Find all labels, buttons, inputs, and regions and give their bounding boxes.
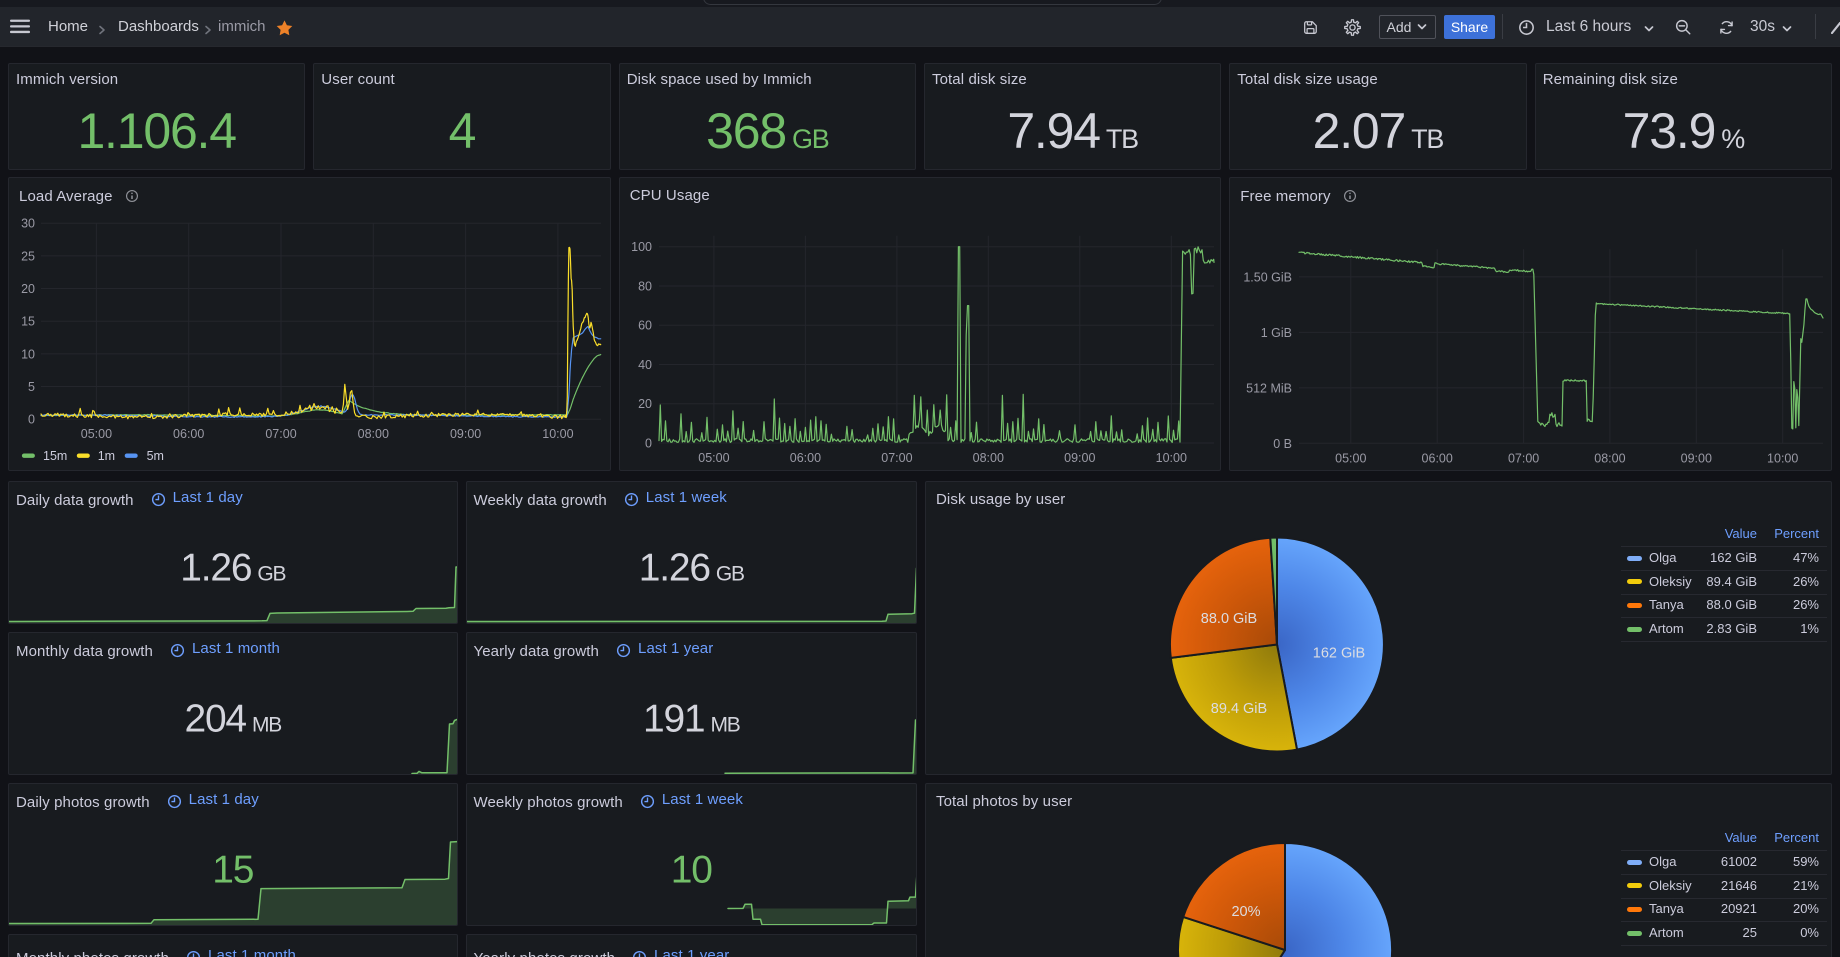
svg-text:0 B: 0 B	[1274, 437, 1293, 451]
svg-text:07:00: 07:00	[265, 427, 296, 441]
svg-text:10:00: 10:00	[1155, 451, 1186, 465]
svg-text:162 GiB: 162 GiB	[1313, 646, 1365, 662]
svg-text:88.0 GiB: 88.0 GiB	[1201, 611, 1257, 627]
svg-text:20: 20	[21, 282, 35, 296]
svg-text:30: 30	[21, 217, 35, 231]
svg-text:05:00: 05:00	[698, 451, 729, 465]
svg-text:5m: 5m	[147, 449, 164, 463]
svg-text:06:00: 06:00	[789, 451, 820, 465]
svg-text:5: 5	[28, 380, 35, 394]
svg-text:08:00: 08:00	[972, 451, 1003, 465]
svg-text:60: 60	[638, 319, 652, 333]
svg-text:80: 80	[638, 280, 652, 294]
svg-text:10:00: 10:00	[542, 427, 573, 441]
svg-text:09:00: 09:00	[1064, 451, 1095, 465]
svg-text:89.4 GiB: 89.4 GiB	[1211, 701, 1267, 717]
svg-text:25: 25	[21, 249, 35, 263]
svg-text:06:00: 06:00	[173, 427, 204, 441]
svg-text:100: 100	[631, 240, 652, 254]
svg-text:07:00: 07:00	[881, 451, 912, 465]
svg-text:512 MiB: 512 MiB	[1246, 381, 1292, 395]
svg-text:09:00: 09:00	[450, 427, 481, 441]
svg-text:10:00: 10:00	[1767, 451, 1798, 465]
svg-text:05:00: 05:00	[1335, 451, 1366, 465]
svg-text:0: 0	[28, 413, 35, 427]
svg-text:15: 15	[21, 315, 35, 329]
svg-text:08:00: 08:00	[1595, 451, 1626, 465]
svg-text:20%: 20%	[1231, 904, 1260, 920]
svg-text:0: 0	[645, 437, 652, 451]
svg-text:07:00: 07:00	[1508, 451, 1539, 465]
svg-text:09:00: 09:00	[1681, 451, 1712, 465]
svg-text:20: 20	[638, 397, 652, 411]
svg-text:15m: 15m	[43, 449, 67, 463]
svg-text:1 GiB: 1 GiB	[1261, 326, 1292, 340]
svg-text:06:00: 06:00	[1422, 451, 1453, 465]
svg-text:08:00: 08:00	[358, 427, 389, 441]
svg-text:10: 10	[21, 347, 35, 361]
svg-text:40: 40	[638, 358, 652, 372]
svg-text:1m: 1m	[98, 449, 115, 463]
svg-text:05:00: 05:00	[81, 427, 112, 441]
svg-text:1.50 GiB: 1.50 GiB	[1244, 270, 1293, 284]
